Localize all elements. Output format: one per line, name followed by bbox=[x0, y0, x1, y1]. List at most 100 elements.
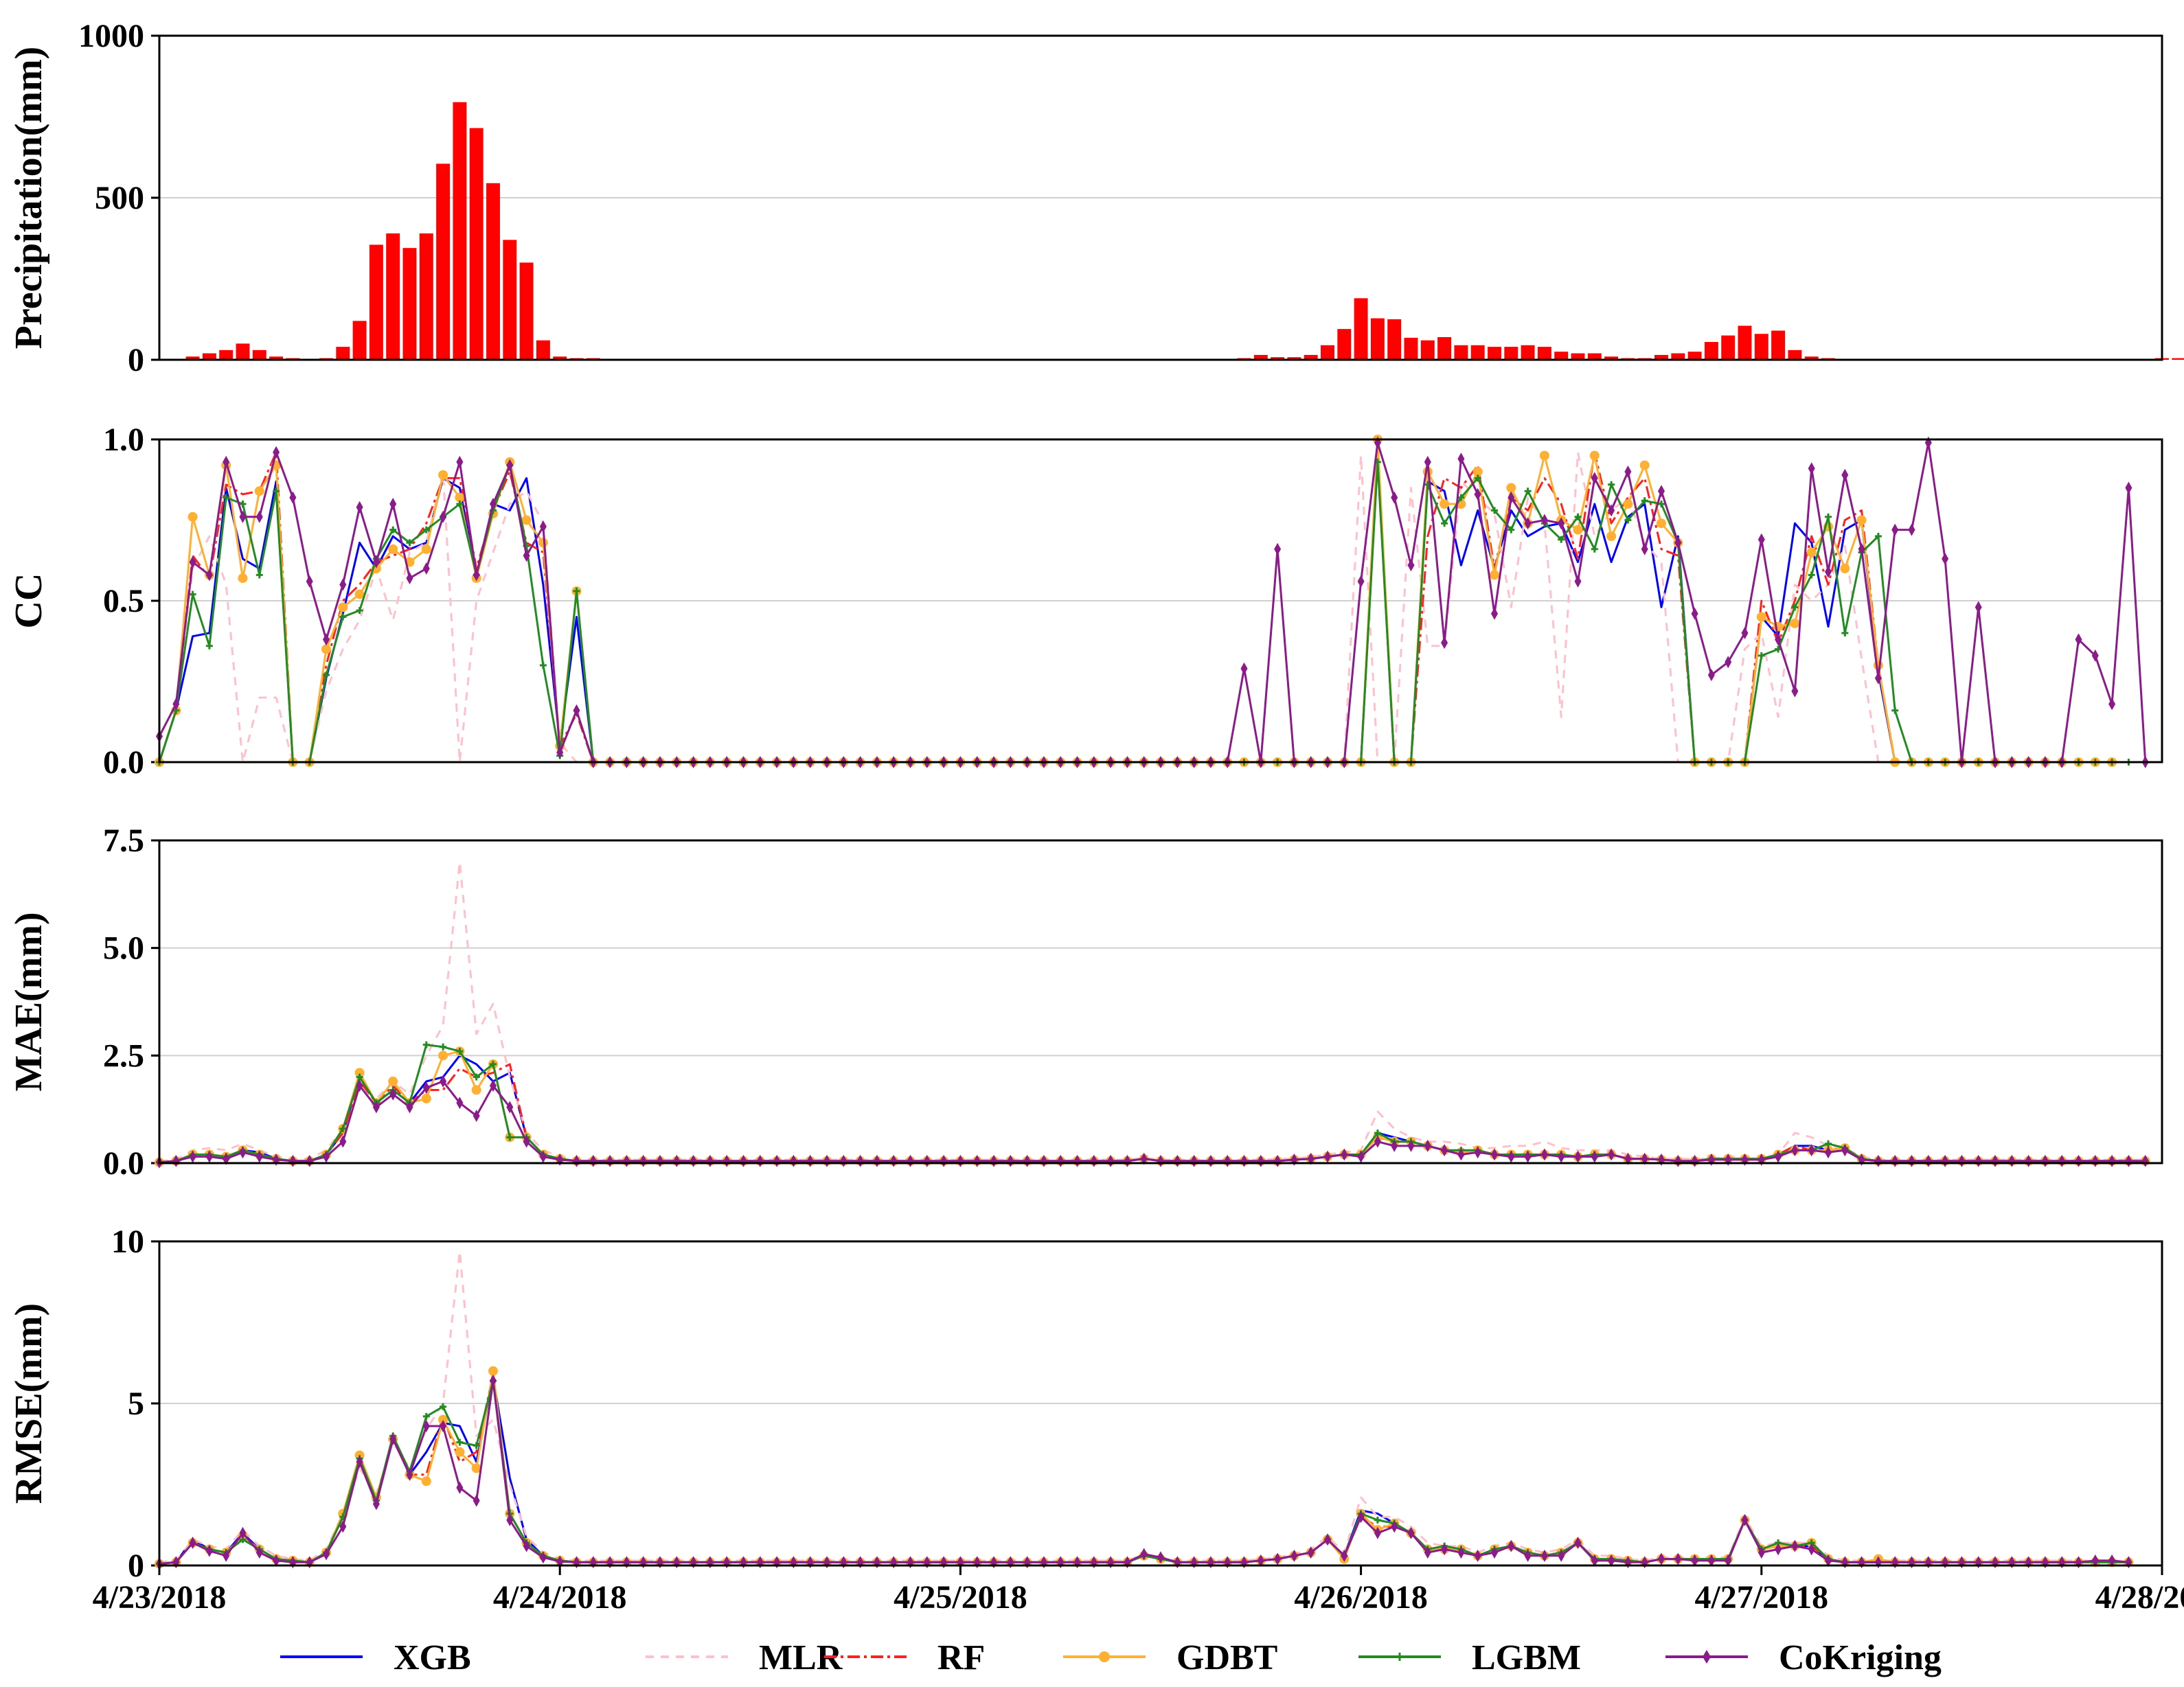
cokriging-point bbox=[1374, 1526, 1381, 1539]
cokriging-point bbox=[1441, 636, 1448, 650]
cokriging-point bbox=[1691, 607, 1698, 620]
cokriging-point bbox=[923, 1556, 931, 1569]
cokriging-point bbox=[1707, 669, 1715, 682]
cokriging-point bbox=[1324, 1150, 1331, 1163]
precip-bar bbox=[436, 163, 451, 360]
cokriging-point bbox=[506, 1513, 514, 1526]
legend-item-cokriging: CoKriging bbox=[1665, 1638, 1942, 1677]
lgbm-point bbox=[1591, 545, 1598, 553]
panel-rmse-mm: 0 5 10 RMSE(mm) bbox=[8, 1224, 2163, 1584]
gdbt-point bbox=[421, 1094, 431, 1103]
lgbm-point bbox=[339, 1125, 347, 1132]
cokriging-point bbox=[756, 1556, 764, 1569]
cokriging-point bbox=[1491, 1148, 1498, 1161]
cokriging-point bbox=[1357, 1511, 1365, 1524]
cokriging-point bbox=[1457, 1546, 1465, 1559]
cokriging-point bbox=[1942, 1154, 1949, 1167]
precip-bar bbox=[503, 240, 517, 360]
y-axis-title: RMSE(mm) bbox=[8, 1303, 50, 1504]
lgbm-point bbox=[539, 662, 547, 669]
lgbm-point bbox=[473, 1442, 480, 1449]
cokriging-point bbox=[1073, 1556, 1081, 1569]
cokriging-point bbox=[806, 1556, 814, 1569]
lgbm-point bbox=[389, 526, 397, 533]
cokriging-point bbox=[389, 498, 397, 510]
y-tick-label: 0.0 bbox=[103, 744, 144, 781]
gdbt-point bbox=[187, 512, 198, 522]
cokriging-point bbox=[1307, 1152, 1315, 1165]
cokriging-point bbox=[1825, 1146, 1832, 1159]
cokriging-point bbox=[1023, 1556, 1031, 1569]
lgbm-point bbox=[422, 1041, 430, 1048]
plot-frame bbox=[158, 839, 2163, 1164]
cokriging-point bbox=[2091, 649, 2099, 662]
cokriging-point bbox=[673, 1556, 681, 1569]
cokriging-point bbox=[1073, 1154, 1081, 1167]
lgbm-point bbox=[1524, 487, 1532, 495]
x-tick-label: 4/23/2018 bbox=[93, 1579, 227, 1616]
cokriging-point bbox=[1908, 1154, 1915, 1167]
precip-bar bbox=[1671, 353, 1685, 360]
cokriging-point bbox=[1240, 1154, 1248, 1167]
gdbt-point bbox=[354, 1068, 365, 1078]
gdbt-point bbox=[1589, 450, 1600, 461]
cokriging-point bbox=[1891, 1154, 1899, 1167]
gdbt-point bbox=[521, 515, 532, 525]
cokriging-point bbox=[940, 1154, 948, 1167]
cokriging-point bbox=[957, 1154, 964, 1167]
cokriging-point bbox=[422, 562, 430, 575]
y-tick-label: 10 bbox=[111, 1224, 144, 1260]
cokriging-point bbox=[1641, 1152, 1648, 1165]
cokriging-point bbox=[606, 1556, 614, 1569]
cokriging-point bbox=[539, 1551, 547, 1564]
gdbt-point bbox=[354, 589, 365, 599]
cokriging-point bbox=[690, 1154, 697, 1167]
cokriging-point bbox=[1540, 514, 1548, 527]
cokriging-point bbox=[1775, 1150, 1782, 1163]
cokriging-point bbox=[790, 1154, 797, 1167]
cokriging-point bbox=[273, 1554, 280, 1567]
cokriging-point bbox=[639, 1154, 647, 1167]
cokriging-point bbox=[1540, 1549, 1548, 1562]
cokriging-point bbox=[1274, 1552, 1282, 1565]
gdbt-point bbox=[1440, 499, 1450, 509]
series-mlr bbox=[159, 1250, 2129, 1563]
cokriging-point bbox=[273, 446, 280, 459]
cokriging-point bbox=[1791, 1144, 1799, 1157]
panel-cc: 0.0 0.5 1.0 CC bbox=[8, 422, 2163, 781]
cokriging-point bbox=[1924, 436, 1932, 449]
gdbt-point bbox=[1639, 460, 1650, 470]
cokriging-point bbox=[490, 1374, 497, 1387]
lgbm-point bbox=[1825, 513, 1832, 520]
y-tick-label: 1.0 bbox=[103, 422, 144, 458]
plot-frame bbox=[158, 34, 2163, 361]
precip-bar bbox=[1587, 353, 1602, 360]
cokriging-point bbox=[1574, 1150, 1582, 1163]
cokriging-point bbox=[940, 1556, 948, 1569]
gdbt-point bbox=[488, 1366, 498, 1376]
series-lgbm-line bbox=[158, 461, 2129, 764]
cokriging-point bbox=[372, 555, 380, 569]
cokriging-point bbox=[657, 1154, 663, 1167]
cokriging-point bbox=[1558, 1150, 1565, 1163]
cokriging-point bbox=[1441, 1144, 1448, 1157]
lgbm-point bbox=[1624, 516, 1632, 524]
series-cokriging bbox=[156, 1075, 2149, 1169]
panel-mae-mm: 0.0 2.5 5.0 7.5 MAE(mm) bbox=[8, 823, 2163, 1182]
lgbm-point bbox=[273, 487, 280, 495]
cokriging-point bbox=[1958, 1556, 1966, 1569]
precip-bar bbox=[1304, 354, 1318, 360]
cokriging-point bbox=[923, 1154, 931, 1167]
cokriging-point bbox=[323, 1150, 330, 1163]
series-lgbm bbox=[156, 1041, 2149, 1166]
lgbm-point bbox=[1608, 481, 1615, 488]
cokriging-point bbox=[840, 1556, 848, 1569]
cokriging-point bbox=[740, 1556, 747, 1569]
cokriging-point bbox=[223, 1549, 230, 1562]
cokriging-point bbox=[2041, 1154, 2049, 1167]
precip-bar bbox=[336, 347, 350, 360]
gdbt-point bbox=[1856, 515, 1867, 525]
cokriging-point bbox=[1874, 1154, 1882, 1167]
cokriging-point bbox=[1508, 1539, 1515, 1552]
legend-marker bbox=[1703, 1650, 1711, 1664]
